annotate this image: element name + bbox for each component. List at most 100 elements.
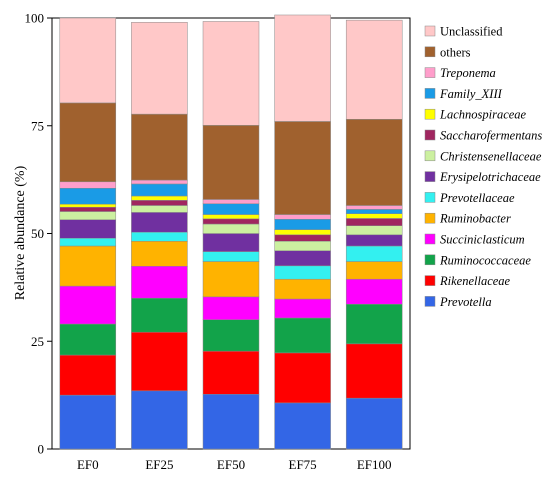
bar-segment-rikenellaceae-ef75 [274, 352, 331, 404]
bar-segment-ruminobacter-ef0 [59, 245, 117, 287]
legend-swatch [424, 233, 436, 245]
legend-swatch [424, 296, 436, 307]
bar-segment-prevotella-ef75 [274, 402, 331, 450]
bar-segment-treponema-ef100 [345, 205, 403, 210]
bar-segment-christensenellaceae-ef75 [274, 241, 331, 251]
bar-segment-prevotella-ef0 [59, 394, 117, 450]
legend-swatch [424, 67, 436, 78]
bar-segment-rikenellaceae-ef50 [202, 350, 260, 395]
legend-label: Erysipelotrichaceae [439, 170, 541, 184]
bar-segment-treponema-ef0 [59, 181, 117, 189]
bar-segment-erysipelotrichaceae-ef25 [131, 212, 188, 233]
legend-label: Prevotella [439, 295, 492, 309]
legend: Unclassified others Treponema Family_XIII La… [424, 25, 542, 309]
bar-segment-unclassified-ef75 [274, 14, 331, 122]
bar-segment-ruminobacter-ef50 [202, 261, 260, 298]
bar-segment-christensenellaceae-ef50 [202, 223, 260, 234]
legend-label: Ruminobacter [439, 212, 511, 226]
legend-label: Ruminococcaceae [439, 253, 531, 267]
legend-swatch [424, 46, 436, 58]
bar-segment-succiniclasticum-ef50 [202, 296, 260, 320]
bar-segment-saccharofermentans-ef75 [274, 234, 331, 242]
bar-segment-others-ef75 [274, 121, 331, 215]
bar-segment-family-xiii-ef75 [274, 219, 331, 230]
x-tick-label: EF75 [289, 457, 317, 472]
legend-swatch [424, 192, 436, 203]
legend-label: Christensenellaceae [440, 149, 542, 163]
bar-segment-prevotellaceae-ef25 [131, 231, 188, 242]
bar-segment-christensenellaceae-ef0 [59, 211, 117, 220]
bar-segment-saccharofermentans-ef100 [345, 218, 403, 226]
bar-segment-rikenellaceae-ef0 [59, 354, 117, 396]
legend-label: Rikenellaceae [439, 274, 511, 288]
bar-segment-rikenellaceae-ef25 [131, 331, 188, 392]
legend-label: Unclassified [440, 25, 503, 39]
bar-segment-erysipelotrichaceae-ef75 [274, 250, 331, 267]
bar-segment-others-ef25 [131, 113, 188, 181]
bar-segment-erysipelotrichaceae-ef100 [345, 234, 403, 247]
y-tick-label: 50 [31, 226, 44, 241]
bar-segment-christensenellaceae-ef25 [131, 205, 188, 213]
bar-segment-ruminobacter-ef100 [345, 261, 403, 280]
bar-segment-family-xiii-ef0 [59, 187, 117, 205]
bar-segment-ruminobacter-ef25 [131, 241, 188, 267]
bar-segment-succiniclasticum-ef0 [59, 285, 117, 325]
bar-segment-ruminococcaceae-ef0 [59, 323, 117, 356]
bar-segment-prevotellaceae-ef0 [59, 237, 117, 247]
legend-label: Lachnospiraceae [439, 108, 527, 122]
bar-segment-lachnospiraceae-ef75 [274, 229, 331, 236]
y-tick-label: 75 [31, 118, 44, 133]
bar-segment-ruminococcaceae-ef50 [202, 319, 260, 352]
bar-segment-unclassified-ef25 [131, 22, 188, 115]
legend-label: Family_XIII [439, 87, 503, 101]
bar-segment-family-xiii-ef25 [131, 183, 188, 197]
bar-segment-treponema-ef75 [274, 214, 331, 220]
bar-segment-lachnospiraceae-ef0 [59, 203, 117, 208]
y-tick-label: 100 [25, 11, 45, 26]
bar-segment-ruminococcaceae-ef100 [345, 303, 403, 345]
legend-label: Treponema [440, 66, 496, 80]
bar-segment-others-ef50 [202, 125, 260, 200]
bar-segment-unclassified-ef100 [345, 19, 403, 120]
legend-swatch [424, 171, 436, 182]
legend-swatch [424, 254, 436, 266]
legend-swatch [424, 275, 436, 286]
bar-segment-saccharofermentans-ef25 [131, 200, 188, 206]
bar-segment-prevotellaceae-ef50 [202, 251, 260, 262]
bar-segment-treponema-ef25 [131, 179, 188, 185]
bar-segment-prevotellaceae-ef75 [274, 265, 331, 280]
bar-segment-lachnospiraceae-ef25 [131, 195, 188, 201]
y-tick-label: 0 [38, 442, 45, 457]
legend-label: Saccharofermentans [440, 129, 542, 143]
bar-segment-erysipelotrichaceae-ef50 [202, 233, 260, 252]
bar-segment-rikenellaceae-ef100 [345, 343, 403, 399]
bar-segment-others-ef100 [345, 119, 403, 206]
bar-segment-unclassified-ef0 [59, 17, 117, 104]
legend-swatch [424, 108, 436, 120]
bar-segment-saccharofermentans-ef50 [202, 218, 260, 225]
bar-segment-prevotellaceae-ef100 [345, 245, 403, 262]
bar-segment-succiniclasticum-ef100 [345, 278, 403, 305]
bar-segment-prevotella-ef25 [131, 390, 188, 450]
bar-segment-ruminobacter-ef75 [274, 278, 331, 300]
bar-segment-ruminococcaceae-ef75 [274, 317, 331, 354]
y-tick-label: 25 [31, 334, 44, 349]
bar-segment-family-xiii-ef50 [202, 203, 260, 215]
bar-segment-succiniclasticum-ef25 [131, 266, 188, 299]
legend-swatch [424, 25, 436, 37]
x-tick-label: EF25 [145, 457, 173, 472]
bar-segment-others-ef0 [59, 102, 117, 183]
bar-segment-ruminococcaceae-ef25 [131, 297, 188, 333]
plot-area [51, 14, 411, 450]
legend-label: others [440, 45, 471, 59]
bar-segment-prevotella-ef50 [202, 394, 260, 450]
axes: EF0 EF25 EF50 EF75 EF100 0 25 50 75 100 [25, 11, 392, 473]
legend-label: Prevotellaceae [439, 191, 515, 205]
bar-segment-prevotella-ef100 [345, 397, 403, 450]
legend-swatch [424, 150, 436, 162]
y-axis-title: Relative abundance (%) [13, 165, 28, 300]
legend-label: Succiniclasticum [440, 233, 525, 247]
bar-segment-succiniclasticum-ef75 [274, 298, 331, 319]
